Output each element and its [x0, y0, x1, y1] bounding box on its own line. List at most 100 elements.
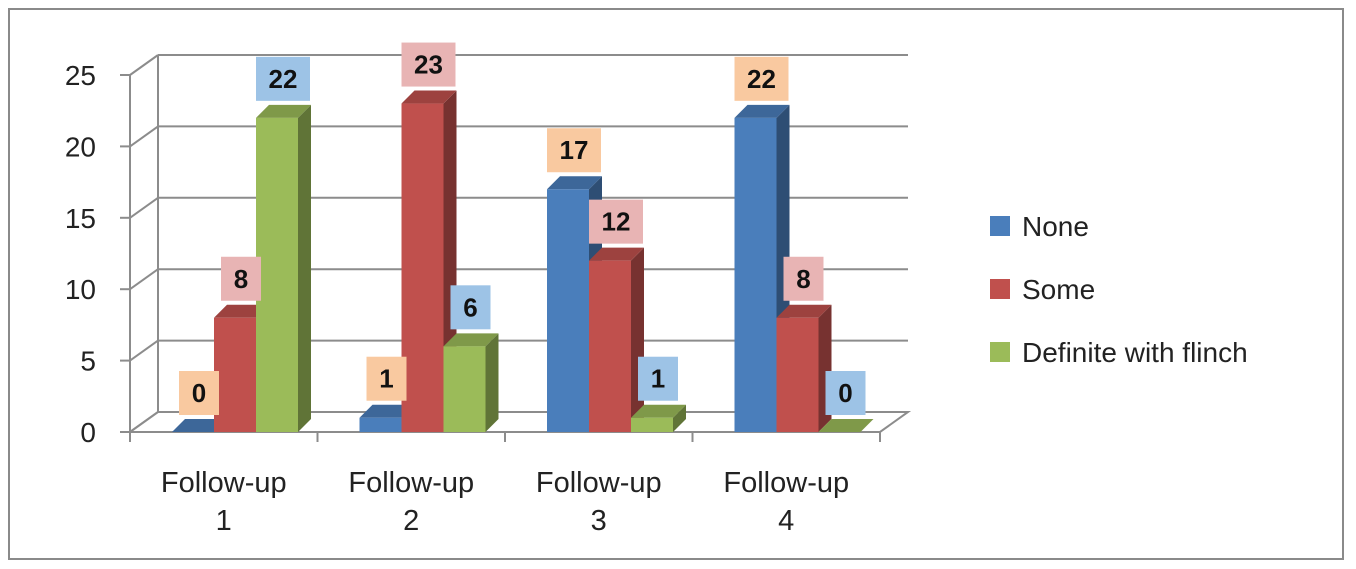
bar-top: [589, 247, 644, 261]
bar-side: [485, 333, 499, 432]
bar-top: [818, 419, 874, 432]
data-label-text: 8: [796, 264, 810, 294]
data-label: 17: [547, 128, 601, 173]
data-label: 0: [179, 371, 219, 415]
x-tick-label: Follow-up: [536, 467, 662, 499]
data-label: 12: [589, 199, 643, 244]
bar-top: [172, 419, 227, 432]
bar-top: [256, 104, 311, 118]
x-tick-label: 2: [403, 505, 419, 537]
data-label-box: [401, 42, 456, 87]
bar: [443, 333, 499, 432]
data-label: 1: [366, 356, 407, 401]
data-label-text: 1: [379, 364, 393, 394]
side-gridline: [129, 339, 159, 362]
bar-front: [734, 117, 777, 432]
side-gridline: [129, 268, 159, 291]
legend: None Some Definite with flinch: [990, 211, 1248, 368]
data-label-text: 0: [192, 378, 206, 408]
data-label-box: [366, 356, 407, 401]
bar: [256, 104, 311, 432]
bar-front: [589, 260, 631, 432]
bar-front: [359, 417, 402, 432]
legend-swatch: [990, 216, 1010, 236]
side-gridline: [129, 125, 159, 148]
bar-side: [298, 104, 311, 432]
data-label: 8: [783, 256, 824, 301]
bar-top: [443, 333, 499, 347]
data-label-text: 22: [747, 64, 776, 94]
data-label: 1: [638, 356, 678, 401]
data-label-text: 23: [414, 50, 443, 80]
legend-label: Some: [1022, 274, 1095, 305]
y-tick-label: 15: [65, 203, 96, 234]
bar-front: [256, 117, 298, 432]
bar: [589, 247, 644, 432]
data-label-box: [734, 56, 789, 101]
y-tick-label: 10: [65, 274, 96, 305]
bar-front: [443, 346, 486, 432]
data-label-text: 22: [269, 64, 298, 94]
y-tick-label: 25: [65, 60, 96, 91]
bar: [359, 404, 415, 432]
bar: [818, 419, 874, 432]
x-tick-label: 1: [216, 505, 232, 537]
bar-top: [401, 90, 457, 104]
data-label-box: [256, 56, 310, 101]
x-tick-label: 4: [778, 505, 794, 537]
y-tick-label: 5: [80, 346, 96, 377]
data-label-text: 1: [651, 364, 665, 394]
bar-top: [776, 304, 832, 318]
legend-item: Some: [990, 274, 1095, 305]
bar-side: [631, 247, 644, 432]
bar-top: [631, 404, 686, 418]
data-label: 22: [734, 56, 789, 101]
axes: 0510152025Follow-up1Follow-up2Follow-up3…: [65, 60, 881, 537]
data-label-box: [547, 128, 601, 173]
bar-top: [734, 104, 790, 118]
data-label-box: [783, 256, 824, 301]
bar: [776, 304, 832, 432]
legend-label: Definite with flinch: [1022, 337, 1248, 368]
data-label-box: [179, 371, 219, 415]
bar-top: [547, 176, 602, 190]
y-tick-label: 0: [80, 417, 96, 448]
x-tick-label: Follow-up: [161, 467, 287, 499]
data-label: 6: [450, 285, 491, 330]
bar-front: [401, 103, 444, 432]
data-label-box: [221, 256, 261, 301]
legend-item: None: [990, 211, 1089, 242]
x-tick-label: Follow-up: [723, 467, 849, 499]
bar-side: [673, 404, 686, 432]
bar: [172, 419, 227, 432]
data-label-box: [450, 285, 491, 330]
legend-label: None: [1022, 211, 1089, 242]
data-labels: 0 8 22 1 23 6 17 12 1 22 8 0: [179, 42, 866, 415]
data-label: 22: [256, 56, 310, 101]
bars: [172, 90, 874, 432]
bar-top: [214, 304, 269, 318]
data-label-text: 0: [838, 378, 852, 408]
y-tick-label: 20: [65, 131, 96, 162]
bar-front: [776, 317, 819, 432]
data-label-text: 6: [463, 292, 477, 322]
legend-item: Definite with flinch: [990, 337, 1248, 368]
bar-top: [359, 404, 415, 418]
data-label: 0: [825, 371, 866, 415]
bar: [631, 404, 686, 432]
data-label-box: [638, 356, 678, 401]
data-label-text: 17: [560, 135, 589, 165]
side-gridline: [129, 196, 159, 219]
data-label-text: 12: [602, 207, 631, 237]
data-label-box: [825, 371, 866, 415]
data-label-text: 8: [234, 264, 248, 294]
side-gridline: [129, 54, 159, 76]
data-label: 23: [401, 42, 456, 87]
bar-front: [547, 189, 589, 432]
bar-front: [214, 317, 256, 432]
legend-swatch: [990, 342, 1010, 362]
data-label-box: [589, 199, 643, 244]
data-label: 8: [221, 256, 261, 301]
bar-front: [631, 417, 673, 432]
